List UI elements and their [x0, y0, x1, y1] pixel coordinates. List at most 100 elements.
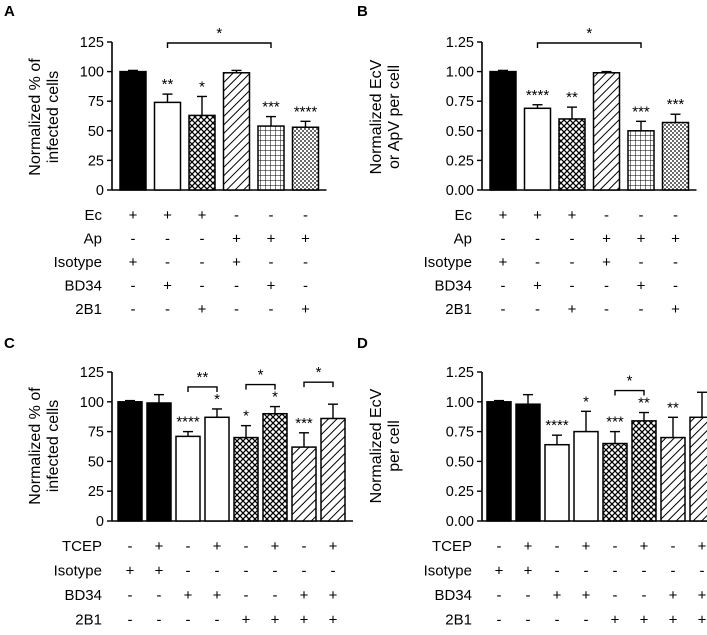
- condition-label: Isotype: [54, 563, 102, 580]
- condition-mark: -: [570, 278, 575, 295]
- condition-mark: -: [131, 278, 136, 295]
- condition-mark: +: [242, 612, 251, 629]
- comparison-bracket: [166, 42, 272, 48]
- condition-mark: +: [637, 278, 646, 295]
- bar: [592, 72, 621, 191]
- condition-mark: +: [126, 563, 135, 580]
- condition-mark: +: [163, 278, 172, 295]
- condition-mark: +: [499, 254, 508, 271]
- y-tick-label: 75: [88, 94, 104, 110]
- y-tick-label: 125: [80, 35, 104, 51]
- condition-mark: -: [186, 612, 191, 629]
- panel-b: B Normalized EcV or ApV per cell 0.00 0.2…: [357, 3, 697, 318]
- condition-mark: -: [501, 231, 506, 248]
- condition-label: BD34: [64, 278, 102, 295]
- significance-label: ***: [262, 99, 280, 116]
- condition-mark: +: [640, 538, 649, 555]
- condition-mark: -: [555, 538, 560, 555]
- condition-mark: -: [501, 301, 506, 318]
- condition-mark: -: [570, 254, 575, 271]
- y-tick-label: 0.00: [446, 183, 474, 199]
- condition-label: Ec: [454, 207, 472, 224]
- panel-letter-d: D: [357, 335, 368, 352]
- condition-mark: +: [329, 612, 338, 629]
- condition-mark: +: [300, 612, 309, 629]
- comparison-bracket: [614, 389, 645, 396]
- bar: [515, 403, 541, 522]
- bracket-significance-label: *: [316, 364, 322, 381]
- condition-mark: +: [232, 231, 241, 248]
- y-tick-label: 0.75: [446, 94, 474, 110]
- y-tick-label: 100: [80, 395, 104, 411]
- condition-mark: +: [198, 207, 207, 224]
- condition-label: 2B1: [445, 612, 472, 629]
- condition-mark: -: [497, 587, 502, 604]
- panel-d-plot: 0.000.250.500.751.001.25********** ***TCE…: [424, 365, 707, 629]
- bar: [661, 121, 690, 191]
- condition-mark: -: [639, 207, 644, 224]
- condition-mark: +: [232, 254, 241, 271]
- condition-mark: +: [271, 538, 280, 555]
- bar: [117, 401, 143, 522]
- condition-label: Ec: [84, 207, 102, 224]
- condition-label: Isotype: [54, 254, 102, 271]
- y-tick-label: 0.75: [446, 425, 474, 441]
- condition-label: Ap: [84, 231, 102, 248]
- condition-mark: -: [535, 254, 540, 271]
- condition-mark: -: [604, 301, 609, 318]
- condition-mark: -: [604, 278, 609, 295]
- condition-mark: -: [570, 231, 575, 248]
- significance-label: *: [214, 391, 220, 408]
- condition-mark: +: [568, 301, 577, 318]
- condition-mark: +: [602, 231, 611, 248]
- condition-mark: +: [524, 538, 533, 555]
- condition-mark: +: [671, 231, 680, 248]
- bar: [660, 436, 686, 522]
- condition-mark: -: [165, 254, 170, 271]
- bar: [119, 70, 147, 191]
- condition-mark: +: [669, 587, 678, 604]
- condition-mark: -: [215, 612, 220, 629]
- condition-mark: +: [698, 587, 707, 604]
- significance-label: ****: [294, 103, 318, 120]
- y-tick-label: 0.50: [446, 454, 474, 470]
- condition-mark: +: [669, 612, 678, 629]
- condition-mark: -: [673, 278, 678, 295]
- condition-mark: -: [131, 301, 136, 318]
- comparison-bracket: [303, 381, 334, 388]
- condition-mark: +: [329, 587, 338, 604]
- bracket-significance-label: **: [197, 369, 209, 386]
- bar: [233, 436, 259, 522]
- y-tick-label: 0.25: [446, 484, 474, 500]
- bar: [627, 130, 655, 191]
- condition-mark: -: [673, 207, 678, 224]
- y-tick-label: 0: [96, 183, 104, 199]
- condition-mark: +: [499, 207, 508, 224]
- condition-mark: +: [495, 563, 504, 580]
- condition-mark: -: [555, 563, 560, 580]
- significance-label: ****: [176, 414, 200, 431]
- condition-mark: +: [129, 254, 138, 271]
- condition-mark: -: [584, 612, 589, 629]
- y-tick-label: 1.25: [446, 365, 474, 381]
- bracket-significance-label: *: [586, 25, 592, 42]
- condition-mark: -: [234, 301, 239, 318]
- significance-label: ****: [526, 87, 550, 104]
- y-tick-label: 50: [88, 124, 104, 140]
- significance-label: ***: [295, 415, 313, 432]
- bar: [544, 443, 570, 522]
- y-tick-label: 25: [88, 484, 104, 500]
- condition-mark: +: [184, 587, 193, 604]
- bar: [558, 118, 586, 191]
- significance-label: ***: [667, 96, 685, 113]
- y-tick-label: 1.00: [446, 65, 474, 81]
- bar: [489, 70, 517, 191]
- condition-mark: -: [234, 278, 239, 295]
- condition-mark: -: [497, 612, 502, 629]
- bracket-significance-label: *: [258, 367, 264, 384]
- condition-mark: -: [269, 207, 274, 224]
- significance-label: **: [566, 89, 578, 106]
- condition-mark: -: [302, 538, 307, 555]
- condition-mark: -: [157, 587, 162, 604]
